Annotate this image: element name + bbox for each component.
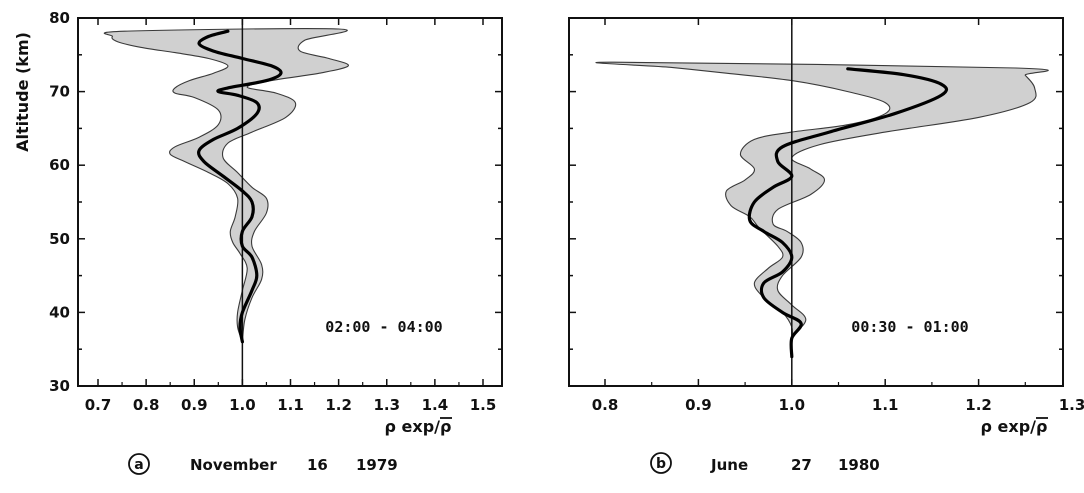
panel-a-caption: a November 16 1979: [128, 453, 398, 475]
panel-b-x-tick-label-3: 1.1: [872, 396, 899, 414]
panel-b-time-range: 00:30 - 01:00: [851, 318, 968, 336]
panel-b-x-ticks: 0.8 0.9 1.0 1.1 1.2 1.3: [592, 18, 1084, 414]
panel-a-caption-year: 1979: [356, 456, 398, 474]
panel-a-x-tick-label-8: 1.5: [470, 396, 497, 414]
panel-a-mean-profile: [197, 29, 283, 344]
panel-a-y-tick-label-2: 50: [49, 230, 70, 248]
panel-b-caption-letter: b: [656, 456, 666, 472]
panel-a-x-tick-label-6: 1.3: [373, 396, 400, 414]
panel-a-confidence-band: [103, 28, 349, 342]
panel-a-caption-letter: a: [134, 457, 143, 473]
panel-b-caption: b June 27 1980: [650, 452, 880, 474]
panel-a-mean-line-0: [197, 29, 283, 344]
panel-a-x-tick-label-5: 1.2: [325, 396, 352, 414]
panel-a-caption-month: November: [190, 456, 277, 474]
panel-b-x-tick-label-0: 0.8: [592, 396, 619, 414]
panel-a: 0.7 0.8 0.9 1.0 1.1 1.2 1.3 1.4 1.5 30 40 50 60 70 80…: [13, 9, 503, 475]
panel-a-y-tick-label-3: 60: [49, 156, 70, 174]
panel-b: 0.8 0.9 1.0 1.1 1.2 1.3 ρ exp/ρ 00:30 - 01:00…: [568, 17, 1084, 474]
panel-a-x-tick-label-1: 0.8: [133, 396, 160, 414]
panel-b-x-tick-label-2: 1.0: [779, 396, 806, 414]
panel-b-x-tick-label-1: 0.9: [685, 396, 712, 414]
panel-b-band-area: [595, 61, 1049, 357]
panel-a-y-axis-label: Altitude (km): [13, 32, 32, 152]
panel-a-y-ticks: 30 40 50 60 70 80: [49, 9, 502, 395]
panel-a-x-tick-label-7: 1.4: [422, 396, 449, 414]
panel-a-x-tick-label-4: 1.1: [277, 396, 304, 414]
panel-b-confidence-band: [595, 61, 1049, 357]
panel-b-x-tick-label-4: 1.2: [965, 396, 992, 414]
panel-b-caption-day: 27: [791, 456, 812, 474]
panel-a-x-tick-label-3: 1.0: [229, 396, 256, 414]
panel-b-y-ticks: [569, 17, 1063, 387]
panel-b-mean-profile: [747, 67, 949, 359]
panel-b-x-axis-label: ρ exp/ρ: [981, 417, 1048, 436]
panel-a-y-tick-label-5: 80: [49, 9, 70, 27]
panel-a-y-tick-label-0: 30: [49, 377, 70, 395]
panel-b-caption-letter-circle: [650, 452, 672, 474]
panel-b-mean-line-0: [747, 67, 949, 359]
panel-a-caption-day: 16: [307, 456, 328, 474]
panel-a-x-axis-label: ρ exp/ρ: [385, 417, 452, 436]
panel-a-x-tick-label-2: 0.9: [181, 396, 208, 414]
panel-a-x-ticks: 0.7 0.8 0.9 1.0 1.1 1.2 1.3 1.4 1.5: [85, 18, 497, 414]
panel-a-time-range: 02:00 - 04:00: [325, 318, 442, 336]
panel-b-caption-year: 1980: [838, 456, 880, 474]
panel-a-band-area: [103, 28, 349, 342]
panel-b-caption-month: June: [710, 456, 748, 474]
panel-a-x-tick-label-0: 0.7: [85, 396, 112, 414]
panel-a-y-tick-label-4: 70: [49, 83, 70, 101]
panel-a-y-tick-label-1: 40: [49, 303, 70, 321]
panel-a-caption-letter-circle: [128, 453, 150, 475]
panel-b-x-tick-label-5: 1.3: [1059, 396, 1084, 414]
